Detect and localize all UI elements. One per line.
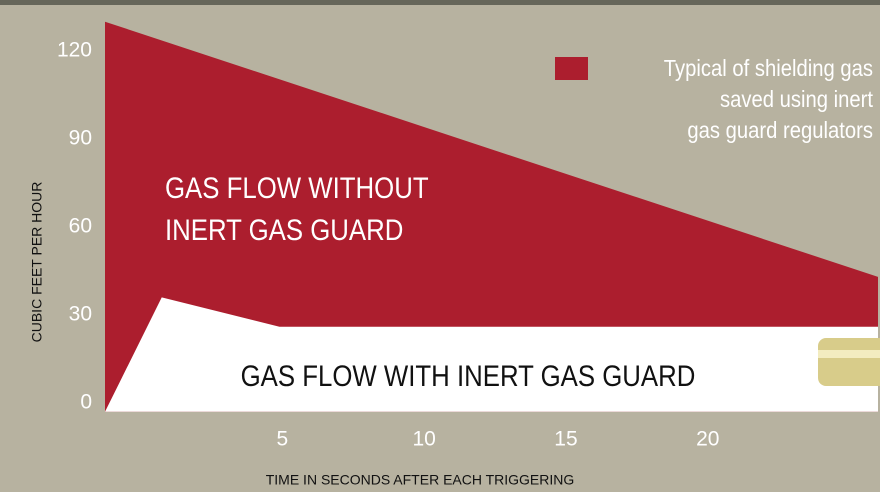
y-tick-label: 30 (69, 303, 92, 326)
highlight (818, 350, 880, 358)
annotation: GAS FLOW WITH INERT GAS GUARD (241, 359, 696, 392)
annotation: GAS FLOW WITHOUT (165, 171, 429, 204)
y-tick-label: 0 (80, 391, 92, 414)
y-axis-label: CUBIC FEET PER HOUR (29, 182, 45, 343)
annotation: INERT GAS GUARD (165, 213, 403, 246)
y-tick-label: 60 (69, 215, 92, 238)
y-tick-label: 90 (69, 127, 92, 150)
x-axis-label: TIME IN SECONDS AFTER EACH TRIGGERING (266, 472, 575, 488)
x-tick-label: 5 (276, 428, 288, 451)
plot (105, 21, 878, 412)
area (105, 21, 878, 412)
x-tick-label: 10 (412, 428, 435, 451)
legend-text: saved using inert (720, 86, 873, 113)
y-tick-label: 120 (57, 39, 92, 62)
legend-text: Typical of shielding gas (664, 55, 873, 82)
legend-swatch (555, 57, 588, 80)
cylinder (818, 338, 880, 386)
legend-text: gas guard regulators (687, 117, 873, 144)
x-tick-label: 20 (696, 428, 719, 451)
gas-guard-icon (818, 338, 880, 386)
x-tick-label: 15 (554, 428, 577, 451)
frame (0, 0, 880, 5)
area (105, 297, 878, 412)
